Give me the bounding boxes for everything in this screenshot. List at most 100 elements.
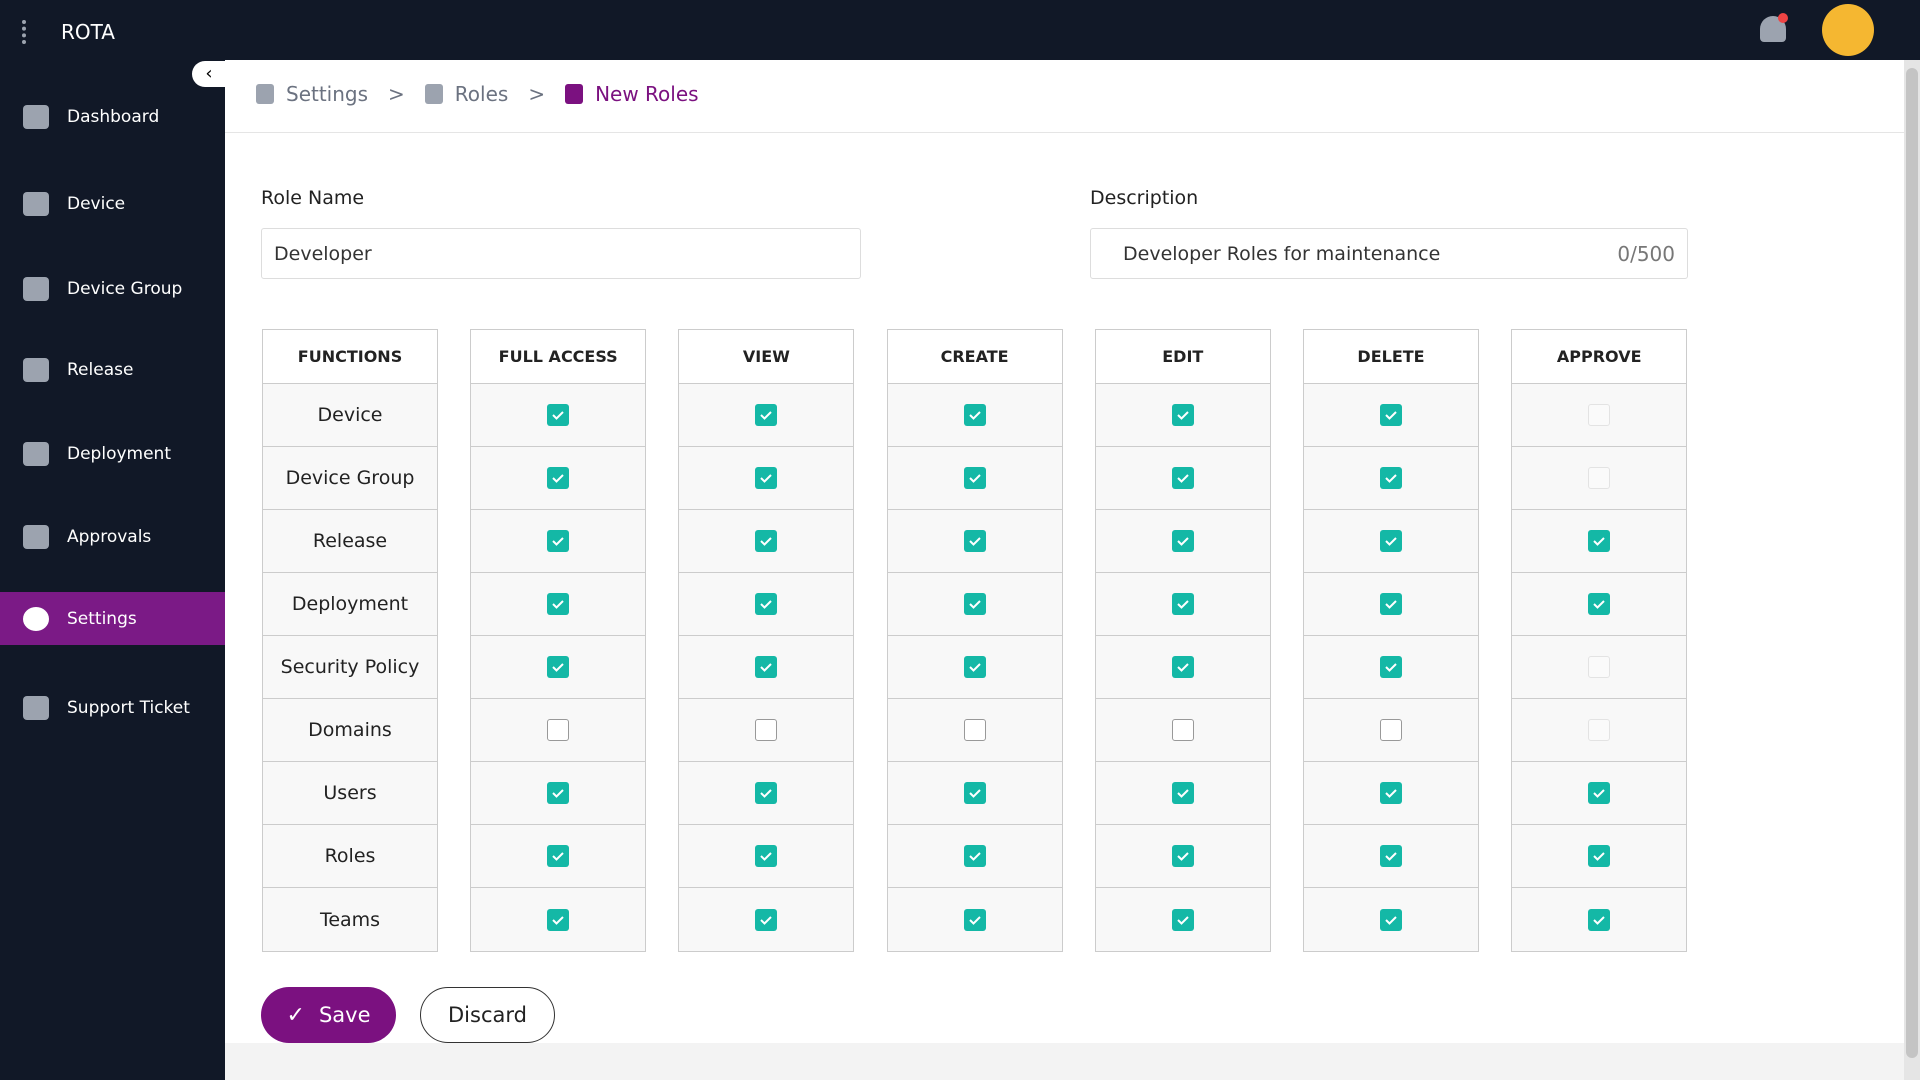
column-header: EDIT <box>1095 330 1270 384</box>
checkbox[interactable] <box>963 782 986 804</box>
crumb[interactable]: Settings <box>286 82 369 106</box>
crumb-separator: > <box>528 82 546 106</box>
nav-item[interactable]: Device <box>0 177 225 230</box>
checkbox[interactable] <box>547 782 570 804</box>
checkbox[interactable] <box>547 404 570 426</box>
checkbox[interactable] <box>963 467 986 489</box>
description-input[interactable]: Developer Roles for maintenance 0/500 <box>1090 228 1688 279</box>
nav-item[interactable]: Approvals <box>0 510 225 563</box>
permission-cell <box>1304 699 1478 762</box>
crumb-icon <box>256 84 274 104</box>
checkbox[interactable] <box>963 656 986 678</box>
checkbox[interactable] <box>755 782 778 804</box>
nav-item[interactable]: Deployment <box>0 427 225 480</box>
collapse-button[interactable]: ‹ <box>192 61 226 87</box>
checkbox[interactable] <box>1588 593 1611 615</box>
checkbox[interactable] <box>755 530 778 552</box>
role-name-input[interactable]: Developer <box>261 228 861 279</box>
checkbox[interactable] <box>963 404 986 426</box>
table-column: FULL ACCESS <box>470 329 647 952</box>
column-header: APPROVE <box>1512 330 1687 384</box>
checkbox[interactable] <box>1380 908 1402 931</box>
checkbox[interactable] <box>1380 530 1402 552</box>
checkbox[interactable] <box>1380 719 1402 741</box>
checkbox[interactable] <box>1588 845 1611 867</box>
checkbox[interactable] <box>1380 845 1402 867</box>
check-icon <box>968 537 981 546</box>
permission-cell <box>471 636 646 699</box>
permission-cell <box>1304 825 1478 888</box>
checkbox[interactable] <box>963 530 986 552</box>
nav-icon <box>23 441 49 466</box>
permission-cell <box>887 762 1062 825</box>
table-column: APPROVE <box>1511 329 1688 952</box>
permission-cell <box>471 699 646 762</box>
separator <box>225 132 1904 133</box>
checkbox[interactable] <box>1171 593 1194 615</box>
permission-cell <box>471 825 646 888</box>
nav-item[interactable]: Support Ticket <box>0 681 225 734</box>
checkbox[interactable] <box>1380 782 1402 804</box>
crumb[interactable]: Roles <box>454 82 509 106</box>
permission-cell <box>1095 636 1270 699</box>
check-icon <box>760 474 773 483</box>
discard-button[interactable]: Discard <box>420 987 555 1043</box>
nav-label: Device <box>67 193 126 214</box>
nav-item[interactable]: Device Group <box>0 262 225 315</box>
checkbox[interactable] <box>547 719 570 741</box>
nav-item[interactable]: Release <box>0 343 225 396</box>
scrollbar <box>1904 60 1920 1080</box>
nav-item[interactable]: Settings <box>0 592 225 645</box>
checkbox[interactable] <box>1588 782 1611 804</box>
checkbox[interactable] <box>1588 908 1611 931</box>
permission-cell <box>679 510 854 573</box>
check-icon <box>1177 537 1189 546</box>
checkbox[interactable] <box>1171 845 1194 867</box>
checkbox[interactable] <box>1380 467 1402 489</box>
nav-icon <box>23 524 49 549</box>
checkbox[interactable] <box>755 908 778 931</box>
nav-item[interactable]: Dashboard <box>0 90 225 143</box>
check-icon <box>1385 789 1397 798</box>
checkbox[interactable] <box>755 467 778 489</box>
checkbox[interactable] <box>547 908 570 931</box>
checkbox[interactable] <box>963 593 986 615</box>
checkbox[interactable] <box>1171 782 1194 804</box>
checkbox[interactable] <box>963 845 986 867</box>
checkbox[interactable] <box>1588 530 1611 552</box>
nav-icon <box>23 606 49 631</box>
checkbox[interactable] <box>1380 404 1402 426</box>
permission-cell <box>887 573 1062 636</box>
checkbox[interactable] <box>1380 593 1402 615</box>
checkbox[interactable] <box>1171 530 1194 552</box>
permission-cell <box>471 888 646 951</box>
checkbox[interactable] <box>963 719 986 741</box>
check-icon <box>552 474 564 483</box>
checkbox[interactable] <box>755 593 778 615</box>
checkbox[interactable] <box>547 593 570 615</box>
check-icon <box>1177 915 1189 925</box>
checkbox[interactable] <box>755 845 778 867</box>
permission-cell <box>679 825 854 888</box>
check-icon <box>1385 663 1397 672</box>
checkbox[interactable] <box>547 845 570 867</box>
checkbox[interactable] <box>547 656 570 678</box>
checkbox[interactable] <box>963 908 986 931</box>
save-button[interactable]: ✓ Save <box>261 987 396 1043</box>
checkbox[interactable] <box>1380 656 1402 678</box>
function-name: Device Group <box>263 447 437 510</box>
checkbox[interactable] <box>547 467 570 489</box>
checkbox[interactable] <box>755 656 778 678</box>
role-name-label: Role Name <box>261 187 365 209</box>
checkbox[interactable] <box>1171 908 1194 931</box>
checkbox[interactable] <box>1171 467 1194 489</box>
checkbox[interactable] <box>547 530 570 552</box>
nav-label: Settings <box>67 608 137 629</box>
checkbox[interactable] <box>755 719 778 741</box>
checkbox[interactable] <box>1171 719 1194 741</box>
checkbox[interactable] <box>1171 656 1194 678</box>
avatar[interactable] <box>1822 4 1874 56</box>
menu-icon[interactable] <box>22 20 38 44</box>
checkbox[interactable] <box>1171 404 1194 426</box>
checkbox[interactable] <box>755 404 778 426</box>
